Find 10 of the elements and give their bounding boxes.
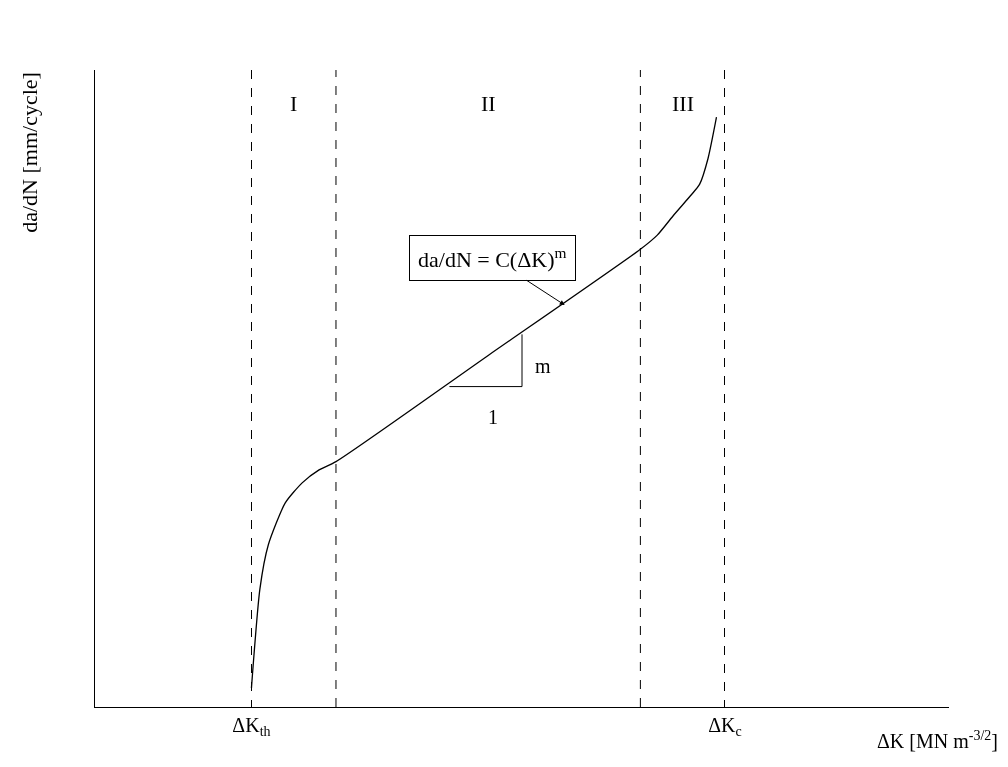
text: II (481, 91, 496, 116)
x-axis-title: ΔK [MN m$^{-3/2}$] (877, 728, 998, 753)
text: I (290, 91, 298, 116)
x-tick-label: ΔK$_{th}$ (232, 714, 271, 740)
x-tick-label: ΔK$_{c}$ (708, 714, 742, 740)
annotation: m (535, 355, 551, 377)
annotation: da/dN = C(ΔK)$^{m}$ (418, 244, 567, 273)
y-axis-title: da/dN [mm/cycle] (16, 72, 42, 233)
text: III (672, 91, 694, 116)
annotation: 1 (488, 406, 498, 428)
